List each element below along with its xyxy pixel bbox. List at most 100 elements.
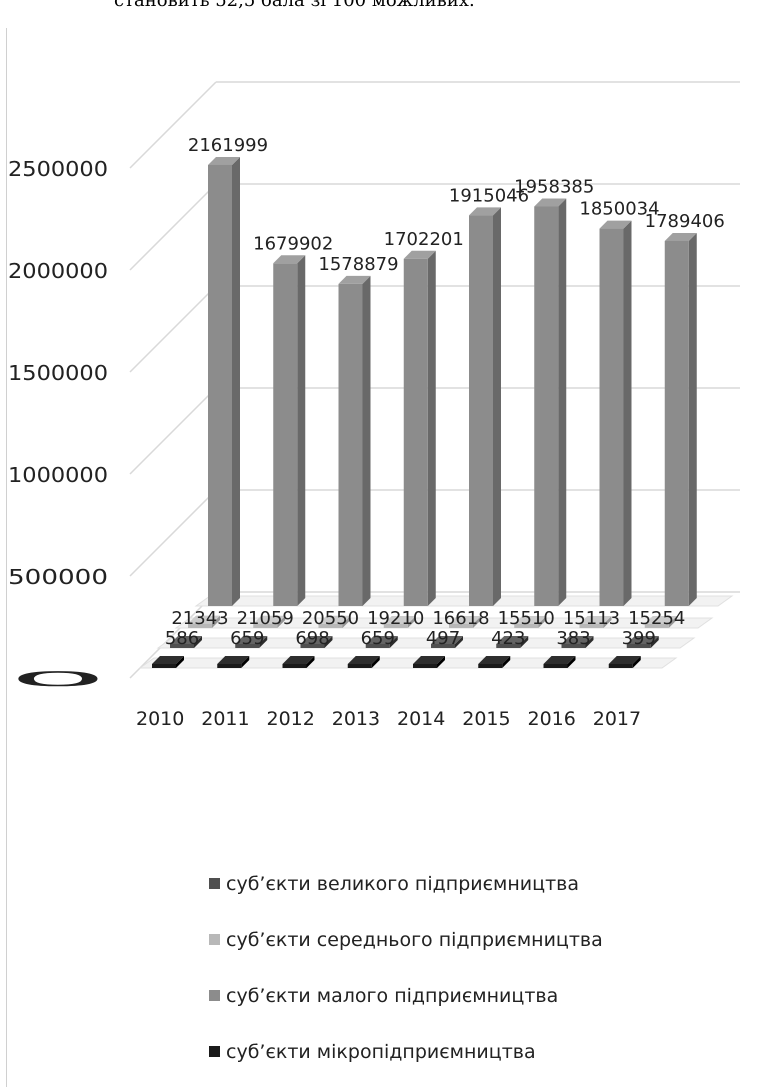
bar-top <box>217 656 250 664</box>
legend-layer: суб’єкти великого підприємництва суб’єкти… <box>209 873 603 1063</box>
bar-top <box>318 615 351 624</box>
bar-top <box>282 656 315 664</box>
bar <box>599 228 624 606</box>
bar <box>626 644 651 648</box>
bar-top <box>365 636 398 644</box>
y-tick-label: 0 <box>8 667 108 691</box>
x-tick-label: 2017 <box>593 708 641 730</box>
axis-layer: 0 500000 1000000 1500000 2000000 2500000 2010 2… <box>8 157 641 730</box>
bar-side <box>567 656 576 668</box>
legend-label: суб’єкти великого підприємництва <box>226 873 579 895</box>
x-tick-label: 2016 <box>528 708 576 730</box>
data-label: 2161999 <box>188 135 268 156</box>
bar-side <box>455 636 463 648</box>
x-tick-label: 2015 <box>462 708 510 730</box>
bar-top <box>664 232 697 241</box>
y-tick-label: 500000 <box>8 565 108 589</box>
bar-top <box>253 615 286 624</box>
bar-top <box>208 156 240 165</box>
bar <box>208 164 232 606</box>
bar <box>318 623 343 628</box>
bar-side <box>558 198 567 607</box>
bar-side <box>668 616 677 628</box>
grid-depth-line <box>129 489 217 577</box>
grid-depth-line <box>129 285 217 373</box>
bar-side <box>306 656 315 668</box>
bar-side <box>176 656 184 668</box>
bar-top <box>403 250 436 259</box>
grid-depth-line <box>129 81 217 169</box>
bar-side <box>371 656 380 668</box>
x-tick-label: 2010 <box>136 708 184 730</box>
y-tick-label: 1000000 <box>8 463 108 487</box>
data-label: 15113 <box>563 608 620 629</box>
bar-side <box>585 636 594 648</box>
bar-top <box>561 636 594 644</box>
bar-side <box>407 616 416 628</box>
data-label: 399 <box>622 628 656 649</box>
bar <box>496 644 521 648</box>
bar <box>561 644 586 648</box>
data-label: 19210 <box>367 608 424 629</box>
data-label: 1578879 <box>318 254 398 275</box>
bar <box>282 664 307 668</box>
bar <box>478 664 503 668</box>
floor-layer <box>138 595 734 669</box>
bar-top <box>347 656 380 664</box>
bar-side <box>259 636 268 648</box>
legend-swatch <box>209 1046 220 1057</box>
data-label: 659 <box>230 628 264 649</box>
bar <box>579 624 604 628</box>
bar-side <box>427 250 436 607</box>
bar-side <box>538 616 547 628</box>
bar <box>413 664 437 668</box>
header-text: становить 52,5 бала зі 100 можливих. <box>114 0 475 11</box>
legend-swatch <box>209 990 220 1001</box>
grid-depth-line <box>129 387 217 475</box>
bar-top <box>478 656 511 664</box>
bar <box>543 664 568 668</box>
bar <box>347 664 372 668</box>
bar-side <box>473 616 481 628</box>
bar-top <box>599 220 632 229</box>
data-label: 15510 <box>498 608 555 629</box>
bar <box>253 623 278 628</box>
bar <box>365 644 390 648</box>
legend-swatch <box>209 934 220 945</box>
bar-top <box>273 255 306 264</box>
data-label: 659 <box>361 628 395 649</box>
legend-label: суб’єкти мікропідприємництва <box>226 1041 536 1063</box>
bar <box>188 623 212 628</box>
data-label: 698 <box>295 628 329 649</box>
bar <box>235 644 260 648</box>
bar-top <box>170 636 202 644</box>
bar-top <box>383 616 416 624</box>
data-label: 497 <box>426 628 460 649</box>
bar-side <box>212 615 220 628</box>
data-label: 1850034 <box>579 199 659 220</box>
bar <box>300 644 325 648</box>
bar-top <box>152 656 184 664</box>
grid-depth-line <box>129 183 217 271</box>
bar-side <box>277 615 286 628</box>
bar-top <box>626 636 659 644</box>
y-tick-label: 1500000 <box>8 361 108 385</box>
data-label: 1702201 <box>384 229 464 250</box>
bar <box>338 283 363 606</box>
bar <box>449 624 473 628</box>
bar-side <box>389 636 398 648</box>
bar-side <box>520 636 529 648</box>
bar <box>664 240 689 606</box>
bar-top <box>579 616 612 624</box>
bar-side <box>502 656 511 668</box>
bar <box>403 258 428 606</box>
bar <box>608 664 633 668</box>
bar-side <box>241 656 250 668</box>
bar <box>152 664 176 668</box>
data-label: 1679902 <box>253 233 333 254</box>
bar <box>383 624 408 628</box>
bar <box>431 644 455 648</box>
bar-top <box>608 656 641 664</box>
bar-side <box>297 255 306 606</box>
data-label: 1958385 <box>514 176 594 197</box>
